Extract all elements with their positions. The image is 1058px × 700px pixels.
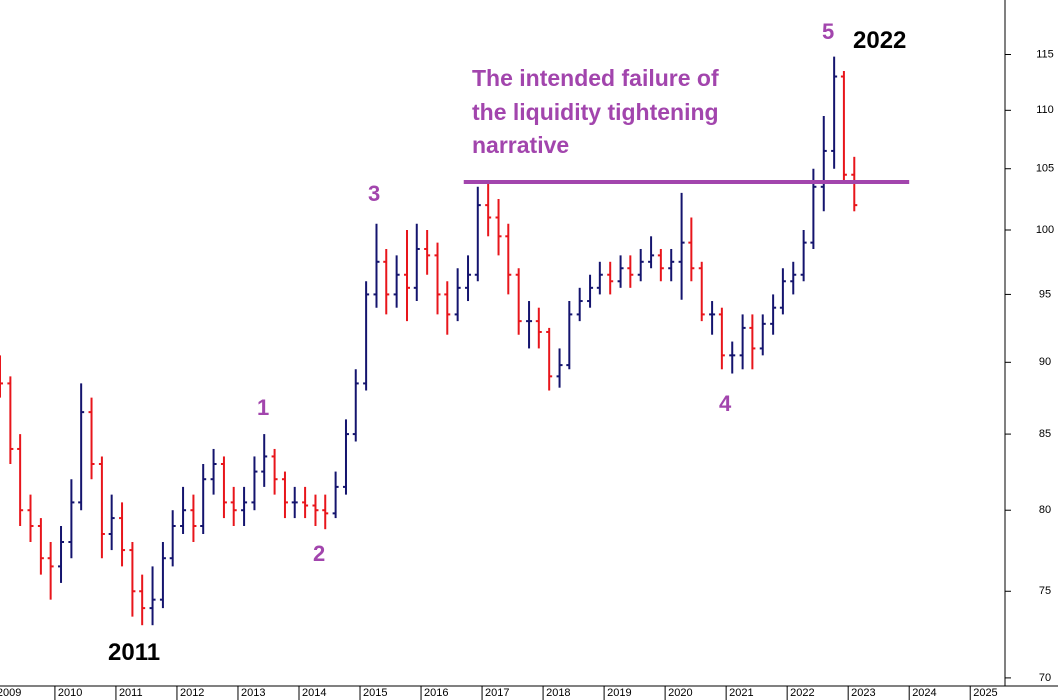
y-tick-label: 100 [1036,224,1054,236]
year-label: 2022 [853,27,906,54]
x-tick-label: 2012 [180,687,204,699]
y-tick-label: 115 [1036,48,1054,60]
y-tick-label: 95 [1039,288,1051,300]
x-tick-label: 2020 [668,687,692,699]
x-tick-label: 2009 [0,687,21,699]
x-tick-label: 2021 [729,687,753,699]
wave-label: 5 [822,19,834,44]
x-tick-label: 2017 [485,687,509,699]
annotation: the liquidity tightening [472,99,719,125]
x-tick-label: 2016 [424,687,448,699]
x-tick-label: 2024 [912,687,936,699]
x-tick-label: 2025 [973,687,997,699]
annotation: narrative [472,132,569,158]
wave-label: 1 [257,395,269,420]
wave-label: 4 [719,391,732,416]
y-tick-label: 85 [1039,428,1051,440]
x-tick-label: 2018 [546,687,570,699]
x-tick-label: 2011 [119,687,143,699]
x-tick-label: 2019 [607,687,631,699]
wave-label: 2 [313,541,325,566]
annotation: The intended failure of [472,65,719,91]
y-tick-label: 105 [1036,163,1054,175]
y-tick-label: 80 [1039,504,1051,516]
x-tick-label: 2010 [58,687,82,699]
y-tick-label: 75 [1039,585,1051,597]
x-tick-label: 2014 [302,687,326,699]
y-tick-label: 110 [1036,104,1054,116]
x-tick-label: 2022 [790,687,814,699]
y-tick-label: 70 [1039,672,1051,684]
x-tick-label: 2015 [363,687,387,699]
y-tick-label: 90 [1039,356,1051,368]
year-label: 2011 [108,639,160,666]
x-tick-label: 2013 [241,687,265,699]
x-tick-label: 2023 [851,687,875,699]
wave-label: 3 [368,181,380,206]
